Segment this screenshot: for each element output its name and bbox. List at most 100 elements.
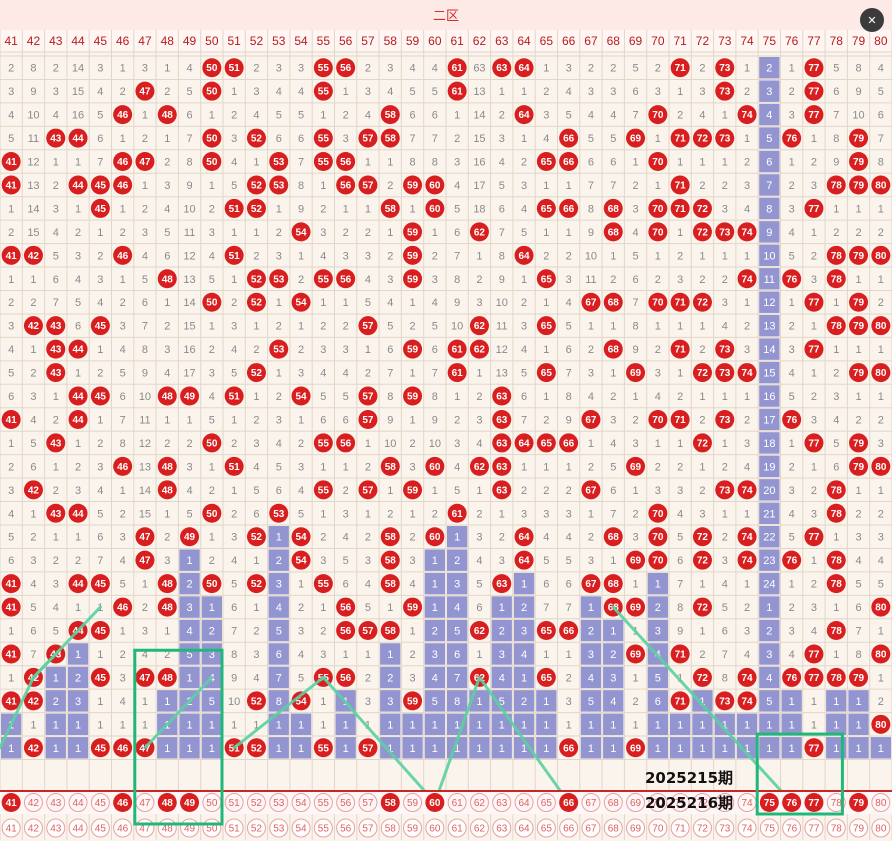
drawn-ball [849, 363, 869, 383]
drawn-ball-number: 79 [853, 462, 865, 473]
drawn-ball-number: 50 [206, 509, 218, 520]
omission-count: 1 [387, 485, 393, 497]
drawn-ball [336, 175, 356, 195]
omission-block [45, 713, 66, 736]
omission-count: 2 [476, 274, 482, 286]
drawn-ball-number: 52 [251, 134, 263, 145]
drawn-ball-number: 72 [697, 298, 709, 309]
omission-count: 1 [432, 579, 438, 591]
drawn-ball [380, 105, 400, 125]
prediction-ball-number: 48 [162, 798, 174, 809]
omission-count: 6 [231, 602, 237, 614]
drawn-ball-number: 70 [652, 227, 664, 238]
omission-count: 1 [699, 157, 705, 169]
drawn-ball [715, 409, 735, 429]
drawn-ball-number: 77 [808, 438, 820, 449]
omission-count: 2 [164, 157, 170, 169]
drawn-ball [804, 105, 824, 125]
drawn-ball-number: 78 [831, 180, 843, 191]
drawn-ball [648, 105, 668, 125]
omission-count: 5 [476, 579, 482, 591]
omission-count: 2 [588, 63, 594, 75]
footer-ring-number: 41 [6, 824, 18, 835]
omission-count: 3 [699, 86, 705, 98]
drawn-ball [737, 269, 757, 289]
omission-block [647, 713, 668, 736]
omission-block [424, 549, 445, 571]
omission-count: 6 [343, 579, 349, 591]
omission-count: 5 [75, 297, 81, 309]
omission-count: 1 [476, 743, 482, 755]
omission-count: 2 [789, 86, 795, 98]
drawn-ball-number: 41 [6, 180, 18, 191]
omission-block [513, 572, 535, 595]
grid-lines [0, 30, 892, 840]
omission-count: 1 [655, 133, 661, 145]
omission-count: 4 [722, 579, 728, 591]
header-number-59: 59 [406, 34, 420, 48]
omission-count: 8 [833, 133, 839, 145]
omission-count: 4 [164, 368, 170, 380]
omission-count: 2 [409, 321, 415, 333]
omission-count: 15 [763, 368, 775, 380]
omission-block [424, 666, 445, 689]
drawn-ball-number: 79 [853, 180, 865, 191]
footer-ring-number: 72 [697, 824, 709, 835]
omission-block [736, 737, 758, 759]
omission-count: 7 [677, 579, 683, 591]
drawn-ball-number: 62 [474, 626, 486, 637]
omission-count: 22 [763, 532, 775, 544]
drawn-ball-number: 73 [719, 63, 731, 74]
omission-block [781, 690, 802, 712]
omission-count: 1 [53, 157, 59, 169]
drawn-ball-number: 73 [719, 485, 731, 496]
omission-block [179, 713, 200, 736]
drawn-ball [336, 667, 356, 687]
omission-count: 1 [588, 602, 594, 614]
omission-block [179, 643, 200, 665]
drawn-ball [358, 409, 378, 429]
drawn-ball [871, 245, 891, 265]
omission-block [580, 737, 602, 759]
drawn-ball-number: 47 [139, 673, 151, 684]
drawn-ball-number: 56 [340, 274, 352, 285]
omission-block [491, 619, 512, 642]
omission-count: 3 [387, 63, 393, 75]
omission-count: 2 [409, 438, 415, 450]
drawn-ball [90, 386, 110, 406]
omission-count: 1 [231, 227, 237, 239]
drawn-ball-number: 72 [697, 204, 709, 215]
drawn-ball-number: 41 [6, 157, 18, 168]
omission-count: 9 [833, 157, 839, 169]
omission-count: 1 [811, 461, 817, 473]
omission-count: 3 [209, 227, 215, 239]
omission-count: 4 [186, 485, 192, 497]
omission-count: 1 [30, 508, 36, 520]
footer-ring-number: 57 [362, 824, 374, 835]
omission-count: 7 [432, 133, 438, 145]
omission-block [603, 690, 624, 712]
omission-count: 5 [543, 555, 549, 567]
omission-count: 4 [30, 414, 36, 426]
drawn-ball-number: 70 [652, 298, 664, 309]
close-button[interactable]: ✕ [860, 8, 884, 32]
drawn-ball [336, 433, 356, 453]
omission-count: 1 [499, 602, 505, 614]
drawn-ball [559, 198, 579, 218]
omission-count: 6 [632, 86, 638, 98]
omission-count: 1 [276, 743, 282, 755]
omission-count: 16 [763, 391, 775, 403]
omission-block [536, 713, 557, 736]
drawn-ball-number: 78 [831, 579, 843, 590]
omission-count: 1 [521, 86, 527, 98]
omission-count: 2 [655, 461, 661, 473]
omission-count: 1 [521, 719, 527, 731]
omission-count: 1 [8, 743, 14, 755]
drawn-ball-number: 79 [853, 298, 865, 309]
drawn-ball [336, 58, 356, 78]
drawn-ball-number: 63 [496, 579, 508, 590]
omission-count: 1 [97, 649, 103, 661]
drawn-ball-number: 41 [6, 415, 18, 426]
omission-count: 2 [75, 555, 81, 567]
omission-count: 7 [97, 555, 103, 567]
